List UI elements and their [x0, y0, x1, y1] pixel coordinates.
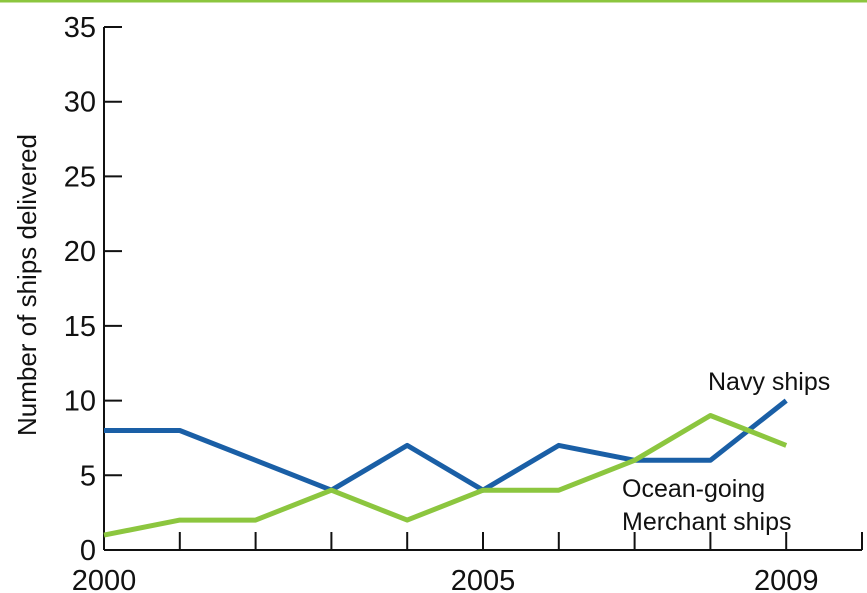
y-tick-label: 25 [64, 161, 96, 193]
series-label-merchant-ships-line-1: Ocean-going [622, 475, 765, 503]
series-label-merchant-ships-line-2: Merchant ships [622, 508, 792, 536]
y-tick-label: 15 [64, 311, 96, 343]
x-tick-label: 2009 [754, 565, 819, 593]
y-tick-label: 30 [64, 87, 96, 119]
y-axis-title: Number of ships delivered [12, 134, 42, 436]
y-tick-label: 35 [64, 12, 96, 44]
x-tick-label: 2000 [72, 565, 137, 593]
series-label-navy-ships: Navy ships [708, 368, 830, 396]
y-ticks: 0 5 10 15 20 25 30 35 [64, 12, 122, 567]
series-line-navy-ships [104, 398, 788, 493]
x-tick-label: 2005 [451, 565, 516, 593]
series-lines [103, 398, 788, 538]
series-line-merchant-ships [103, 413, 788, 538]
y-tick-label: 5 [80, 460, 96, 492]
y-tick-label: 0 [80, 535, 96, 567]
y-tick-label: 10 [64, 386, 96, 418]
y-tick-label: 20 [64, 236, 96, 268]
x-ticks: 2000 2005 2009 [72, 532, 863, 593]
